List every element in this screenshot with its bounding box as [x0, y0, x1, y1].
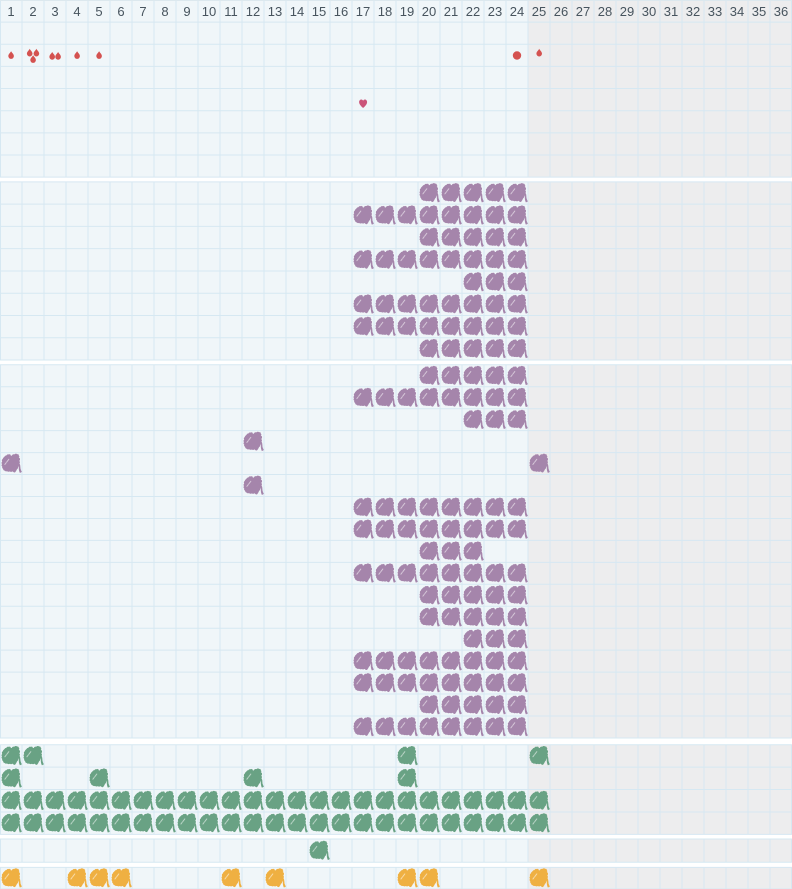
- svg-text:29: 29: [620, 4, 634, 19]
- svg-text:25: 25: [532, 4, 546, 19]
- svg-text:28: 28: [598, 4, 612, 19]
- svg-text:5: 5: [95, 4, 102, 19]
- svg-text:24: 24: [510, 4, 524, 19]
- svg-text:10: 10: [202, 4, 216, 19]
- svg-text:30: 30: [642, 4, 656, 19]
- svg-text:14: 14: [290, 4, 304, 19]
- svg-text:6: 6: [117, 4, 124, 19]
- svg-text:23: 23: [488, 4, 502, 19]
- svg-text:12: 12: [246, 4, 260, 19]
- svg-text:18: 18: [378, 4, 392, 19]
- svg-text:31: 31: [664, 4, 678, 19]
- svg-text:9: 9: [183, 4, 190, 19]
- svg-text:11: 11: [224, 4, 238, 19]
- svg-text:3: 3: [51, 4, 58, 19]
- svg-text:13: 13: [268, 4, 282, 19]
- svg-text:7: 7: [139, 4, 146, 19]
- svg-text:1: 1: [7, 4, 14, 19]
- svg-text:8: 8: [161, 4, 168, 19]
- svg-text:36: 36: [774, 4, 788, 19]
- svg-text:16: 16: [334, 4, 348, 19]
- svg-text:33: 33: [708, 4, 722, 19]
- svg-text:35: 35: [752, 4, 766, 19]
- svg-text:19: 19: [400, 4, 414, 19]
- svg-text:26: 26: [554, 4, 568, 19]
- svg-text:17: 17: [356, 4, 370, 19]
- svg-text:22: 22: [466, 4, 480, 19]
- svg-text:15: 15: [312, 4, 326, 19]
- svg-text:21: 21: [444, 4, 458, 19]
- svg-text:32: 32: [686, 4, 700, 19]
- svg-text:2: 2: [29, 4, 36, 19]
- svg-text:20: 20: [422, 4, 436, 19]
- svg-text:27: 27: [576, 4, 590, 19]
- svg-text:4: 4: [73, 4, 80, 19]
- svg-text:34: 34: [730, 4, 744, 19]
